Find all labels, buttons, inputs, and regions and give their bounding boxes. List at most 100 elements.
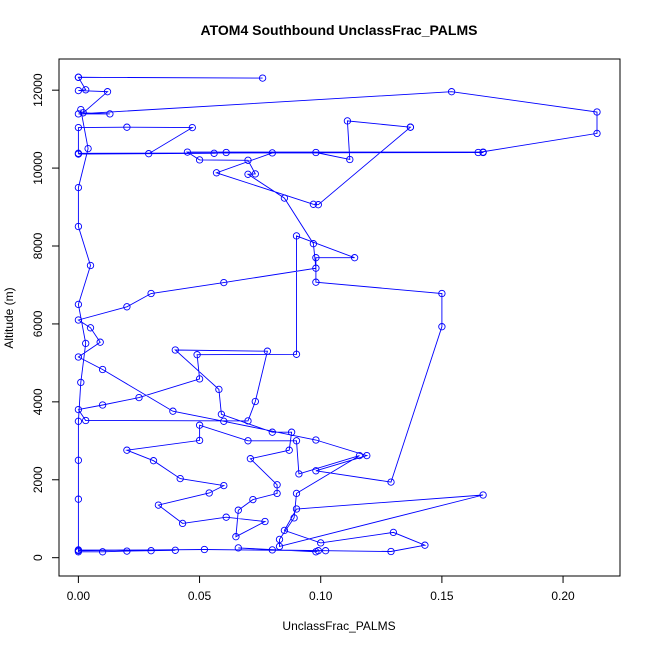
x-tick-label: 0.10: [309, 589, 333, 603]
plot-area: [58, 58, 621, 577]
data-point: [312, 148, 320, 157]
data-point: [438, 323, 446, 331]
data-point: [74, 183, 83, 192]
data-point: [178, 519, 187, 528]
data-point: [232, 533, 240, 541]
data-point: [215, 385, 223, 394]
data-point: [321, 547, 330, 555]
data-point: [363, 451, 371, 460]
data-point: [74, 456, 83, 464]
data-point: [154, 501, 163, 509]
data-point: [74, 548, 83, 556]
data-point: [474, 148, 482, 157]
data-point: [292, 505, 301, 513]
y-tick-label: 12000: [31, 73, 45, 107]
data-point: [350, 254, 359, 262]
data-point: [171, 546, 179, 554]
data-point: [263, 347, 272, 355]
data-point: [84, 144, 92, 153]
data-point: [74, 405, 83, 414]
y-tick-label: 10000: [31, 151, 45, 185]
data-point: [273, 489, 281, 498]
x-tick-label: 0.05: [188, 589, 212, 603]
data-point: [438, 289, 446, 298]
data-point: [171, 346, 179, 354]
data-point: [593, 129, 601, 138]
data-point: [210, 149, 218, 157]
data-point: [317, 539, 325, 547]
y-axis: 0 2000 4000 6000 8000 10000 12000: [31, 73, 60, 561]
data-point: [220, 417, 228, 425]
data-point: [103, 88, 112, 96]
data-point: [147, 289, 155, 298]
y-axis-label: Altitude (m): [2, 287, 16, 348]
data-point: [176, 474, 184, 483]
x-tick-label: 0.20: [551, 589, 575, 603]
data-point: [346, 155, 354, 164]
data-point: [74, 123, 83, 132]
x-axis: 0.00 0.05 0.10 0.15 0.20: [67, 575, 575, 603]
data-point: [268, 546, 276, 554]
data-point: [123, 123, 131, 131]
data-point: [82, 339, 90, 348]
data-point: [234, 506, 242, 514]
data-point: [406, 123, 415, 131]
data-point: [314, 201, 322, 209]
data-point: [74, 546, 83, 554]
x-tick-label: 0.00: [67, 589, 91, 603]
data-point: [74, 86, 83, 95]
data-point: [74, 110, 83, 118]
data-point: [98, 548, 107, 556]
data-point: [77, 378, 85, 387]
data-point: [74, 353, 83, 361]
data-point: [273, 481, 281, 489]
data-point: [312, 436, 320, 444]
data-point: [96, 338, 104, 346]
data-point: [309, 240, 318, 248]
data-point: [244, 170, 252, 178]
data-point: [195, 436, 204, 445]
data-point: [195, 375, 204, 383]
data-point: [106, 110, 114, 118]
data-point: [251, 397, 259, 406]
data-point: [147, 547, 155, 555]
data-point: [220, 278, 228, 287]
data-point: [285, 446, 293, 454]
data-point: [447, 88, 456, 96]
data-point: [292, 350, 301, 358]
data-point: [244, 417, 252, 425]
data-point: [309, 200, 318, 208]
data-point: [77, 105, 85, 114]
x-axis-label: UnclassFrac_PALMS: [282, 619, 395, 633]
data-point: [292, 437, 301, 445]
data-point: [183, 148, 192, 156]
chart-title: ATOM4 Southbound UnclassFrac_PALMS: [201, 22, 478, 38]
data-point: [193, 351, 201, 359]
data-point: [343, 117, 352, 125]
data-point: [249, 495, 257, 504]
data-point: [290, 514, 298, 522]
x-tick-label: 0.15: [430, 589, 454, 603]
data-point: [149, 457, 158, 465]
data-point: [220, 481, 228, 490]
data-point: [123, 547, 131, 555]
data-point: [205, 489, 213, 497]
y-tick-label: 6000: [31, 310, 45, 337]
data-point: [593, 108, 601, 116]
data-point: [244, 156, 252, 164]
data-point: [292, 232, 301, 240]
data-point: [200, 545, 209, 554]
data-point: [82, 416, 90, 425]
series-line: [77, 76, 598, 553]
data-point: [421, 541, 429, 549]
data-point: [355, 451, 364, 460]
data-point: [244, 437, 252, 445]
data-point: [222, 513, 230, 521]
data-point: [74, 222, 83, 231]
data-point: [251, 170, 259, 178]
data-point: [222, 148, 230, 157]
data-point: [188, 123, 196, 132]
data-point: [479, 148, 487, 156]
data-point: [292, 489, 301, 498]
